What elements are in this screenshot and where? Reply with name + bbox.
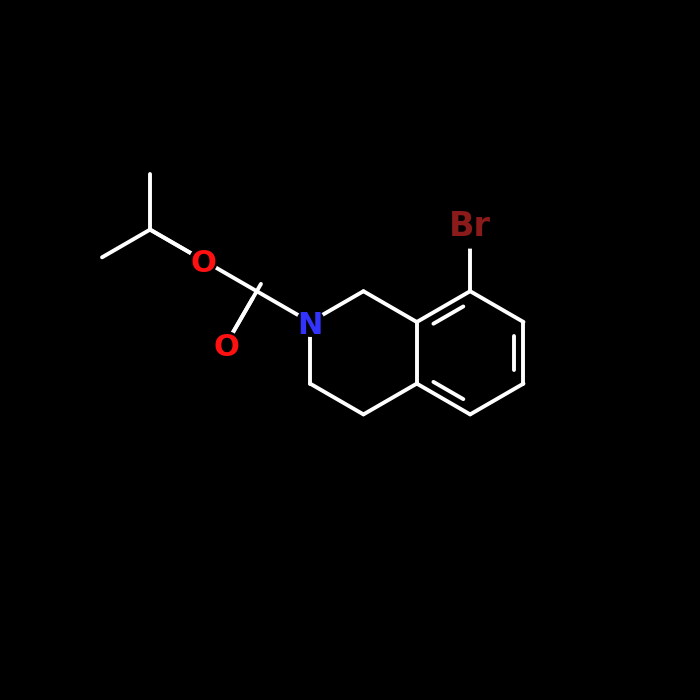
Text: N: N bbox=[298, 311, 323, 340]
Text: Br: Br bbox=[449, 211, 491, 244]
Text: O: O bbox=[213, 333, 239, 362]
Text: O: O bbox=[190, 249, 216, 278]
